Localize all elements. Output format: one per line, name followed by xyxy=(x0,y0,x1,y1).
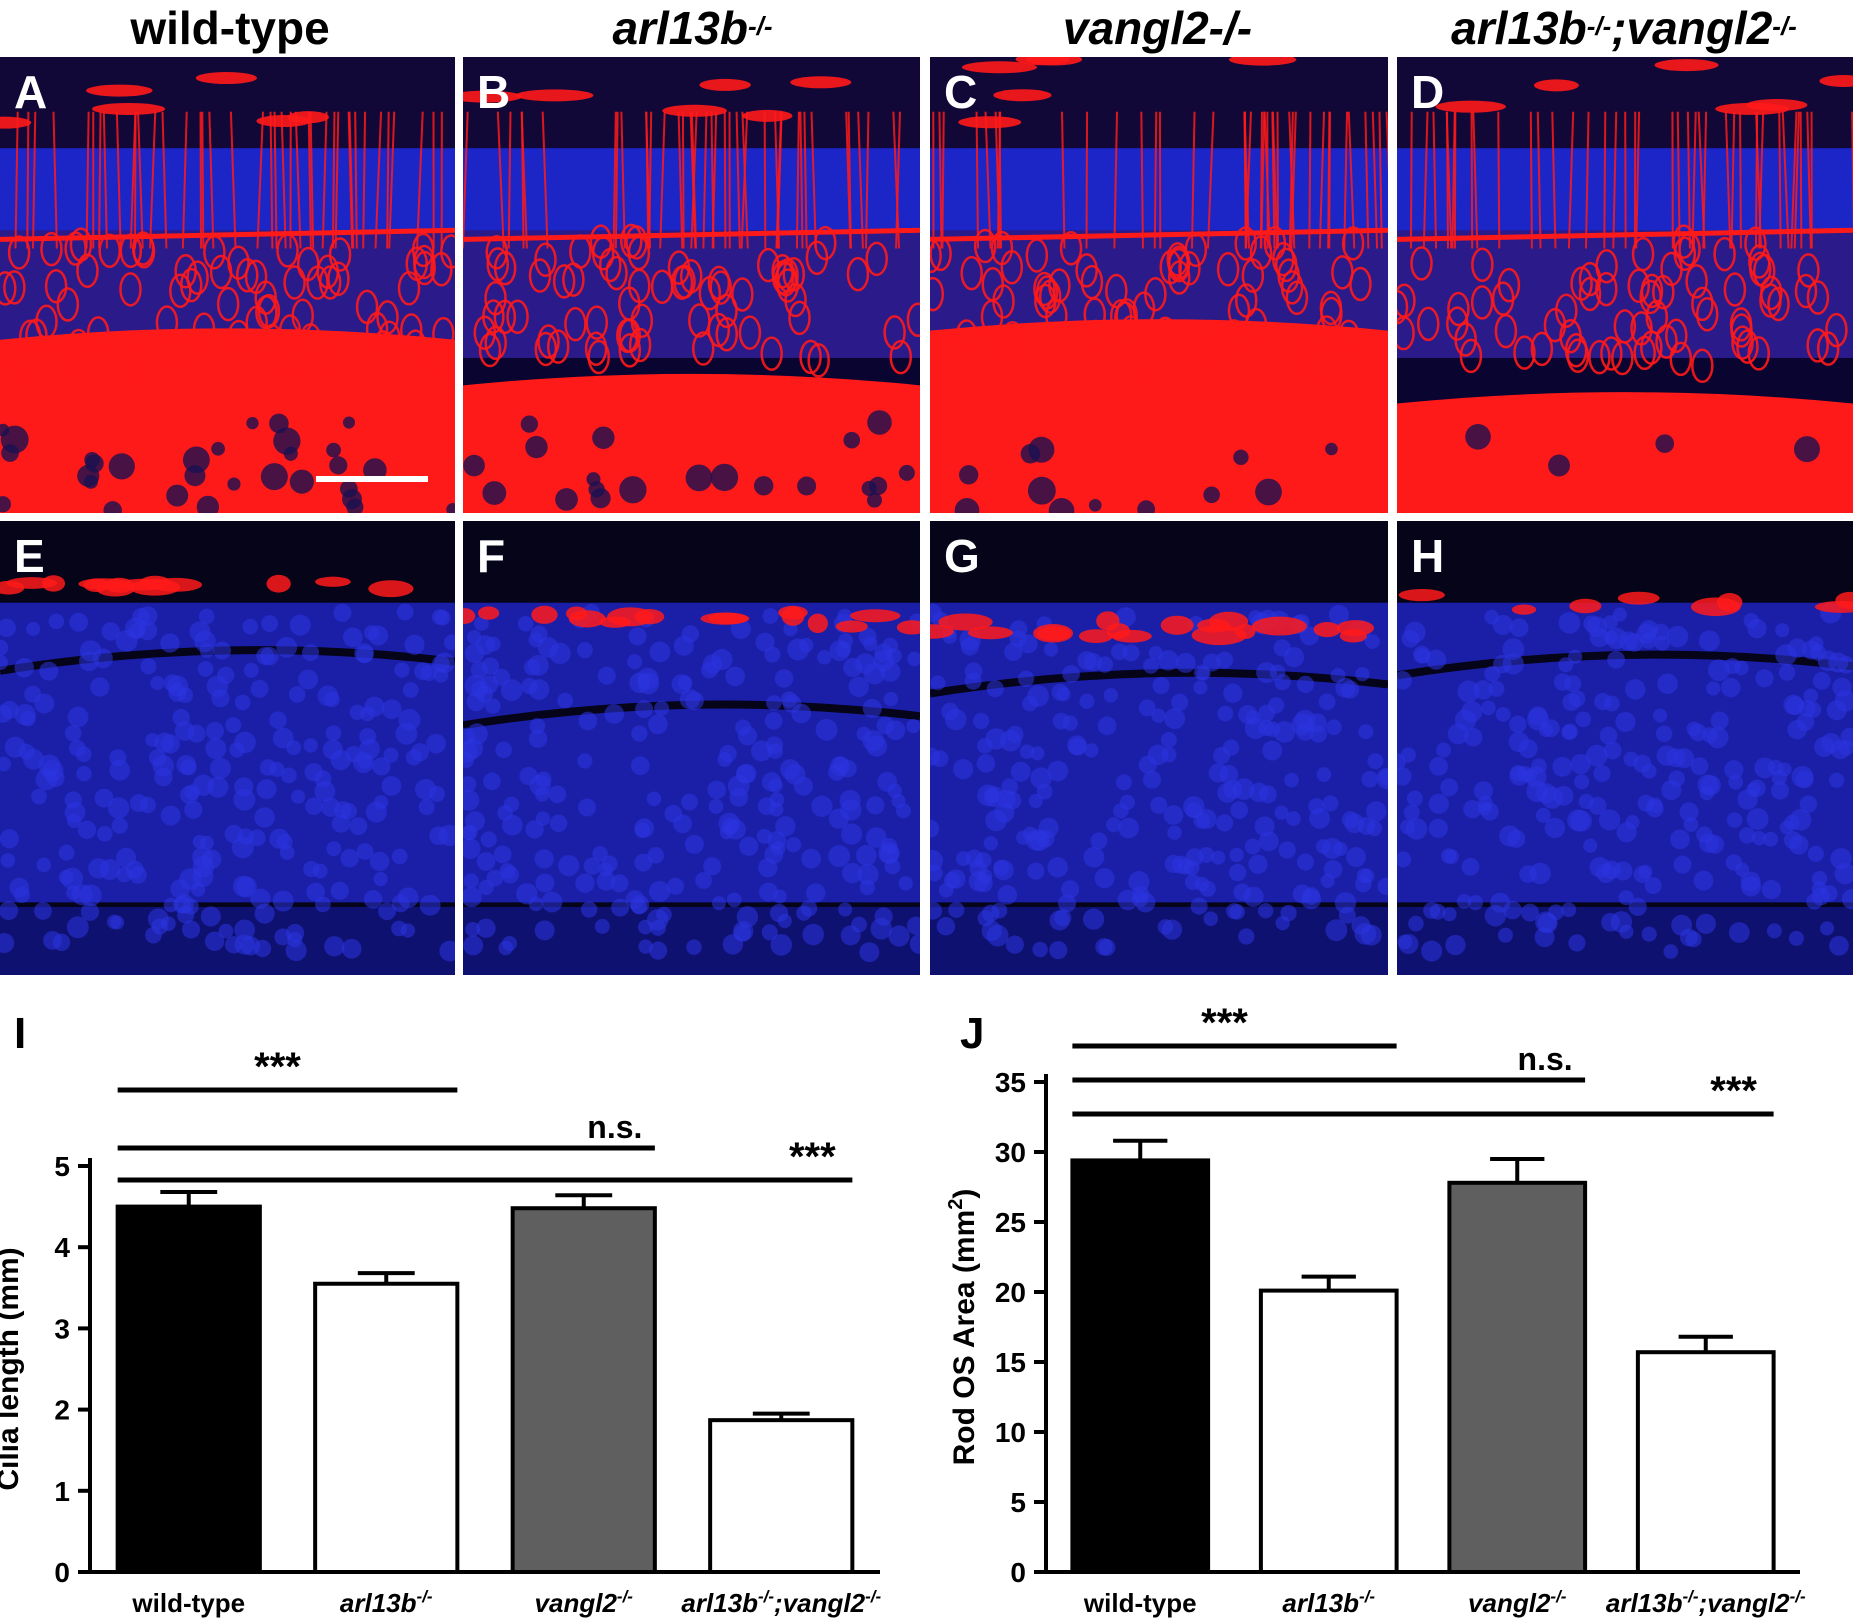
micrograph-panel-c: C xyxy=(930,57,1388,513)
y-tick-label: 20 xyxy=(995,1277,1026,1308)
panel-letter: C xyxy=(944,66,978,118)
y-tick-label: 0 xyxy=(1010,1557,1026,1588)
panel-letter: G xyxy=(944,530,980,582)
bar xyxy=(115,1204,262,1574)
y-tick-label: 5 xyxy=(54,1151,70,1182)
x-tick-label: vangl2-/- xyxy=(535,1587,634,1618)
bar xyxy=(1447,1180,1588,1575)
y-tick-label: 15 xyxy=(995,1347,1026,1378)
panel-letter: E xyxy=(14,530,45,582)
micrograph-panel-a: A xyxy=(0,57,455,513)
micrograph-panel-b: B xyxy=(463,57,920,513)
micrograph-panel-f: F xyxy=(463,521,920,975)
panel-letter: B xyxy=(477,66,511,118)
x-tick-label: arl13b-/-;vangl2-/- xyxy=(681,1587,881,1618)
bar xyxy=(510,1206,657,1574)
micrograph-panel-h: H xyxy=(1397,521,1853,975)
y-tick-label: 25 xyxy=(995,1207,1026,1238)
bar xyxy=(1635,1350,1776,1575)
x-tick-label: wild-type xyxy=(1083,1588,1197,1618)
y-tick-label: 2 xyxy=(54,1395,70,1426)
micrograph-panel-d: D xyxy=(1397,57,1853,513)
column-title-arl13b: arl13b-/- xyxy=(612,2,773,54)
chart-letter-j: J xyxy=(960,1009,985,1058)
panel-letter: F xyxy=(477,530,506,582)
y-tick-label: 0 xyxy=(54,1557,70,1588)
column-title-double-mutant: arl13b-/-;vangl2-/- xyxy=(1451,2,1797,54)
y-tick-label: 3 xyxy=(54,1313,70,1344)
bar-chart-cilia-length: 0 1 2 3 4 5 Cilia length (mm) wild-type arl13b-/… xyxy=(0,1000,930,1618)
y-axis-label: Rod OS Area (mm2) xyxy=(945,1189,981,1466)
y-tick-label: 1 xyxy=(54,1476,70,1507)
y-tick-label: 10 xyxy=(995,1417,1026,1448)
x-tick-label: arl13b-/- xyxy=(1282,1587,1375,1618)
significance-label: n.s. xyxy=(587,1109,642,1145)
panel-letter: H xyxy=(1411,530,1445,582)
significance-label: *** xyxy=(254,1045,301,1089)
x-tick-label: vangl2-/- xyxy=(1468,1587,1567,1618)
y-tick-label: 35 xyxy=(995,1067,1026,1098)
chart-letter-i: I xyxy=(14,1009,27,1058)
bar-chart-rod-os-area: 0 5 10 15 20 25 30 35 Rod OS Area (mm2) wild-type… xyxy=(930,1000,1853,1618)
x-tick-label: wild-type xyxy=(131,1588,245,1618)
column-title-vangl2: vangl2-/- xyxy=(1062,2,1253,54)
bar xyxy=(708,1418,855,1574)
significance-label: *** xyxy=(789,1135,836,1179)
significance-label: n.s. xyxy=(1518,1041,1573,1077)
y-tick-label: 5 xyxy=(1010,1487,1026,1518)
significance-label: *** xyxy=(1710,1069,1757,1113)
bar xyxy=(1070,1158,1211,1574)
y-tick-label: 30 xyxy=(995,1137,1026,1168)
y-axis-label: Cilia length (mm) xyxy=(0,1247,25,1490)
column-title-wild-type: wild-type xyxy=(130,2,330,54)
bar xyxy=(313,1281,460,1574)
panel-letter: D xyxy=(1411,66,1445,118)
bar xyxy=(1258,1288,1399,1574)
micrograph-panel-e: E xyxy=(0,521,455,975)
micrograph-panel-g: G xyxy=(930,521,1388,975)
y-tick-label: 4 xyxy=(54,1232,70,1263)
significance-label: *** xyxy=(1201,1001,1248,1045)
x-tick-label: arl13b-/-;vangl2-/- xyxy=(1606,1587,1806,1618)
panel-letter: A xyxy=(14,66,48,118)
x-tick-label: arl13b-/- xyxy=(340,1587,433,1618)
scale-bar xyxy=(316,476,428,482)
